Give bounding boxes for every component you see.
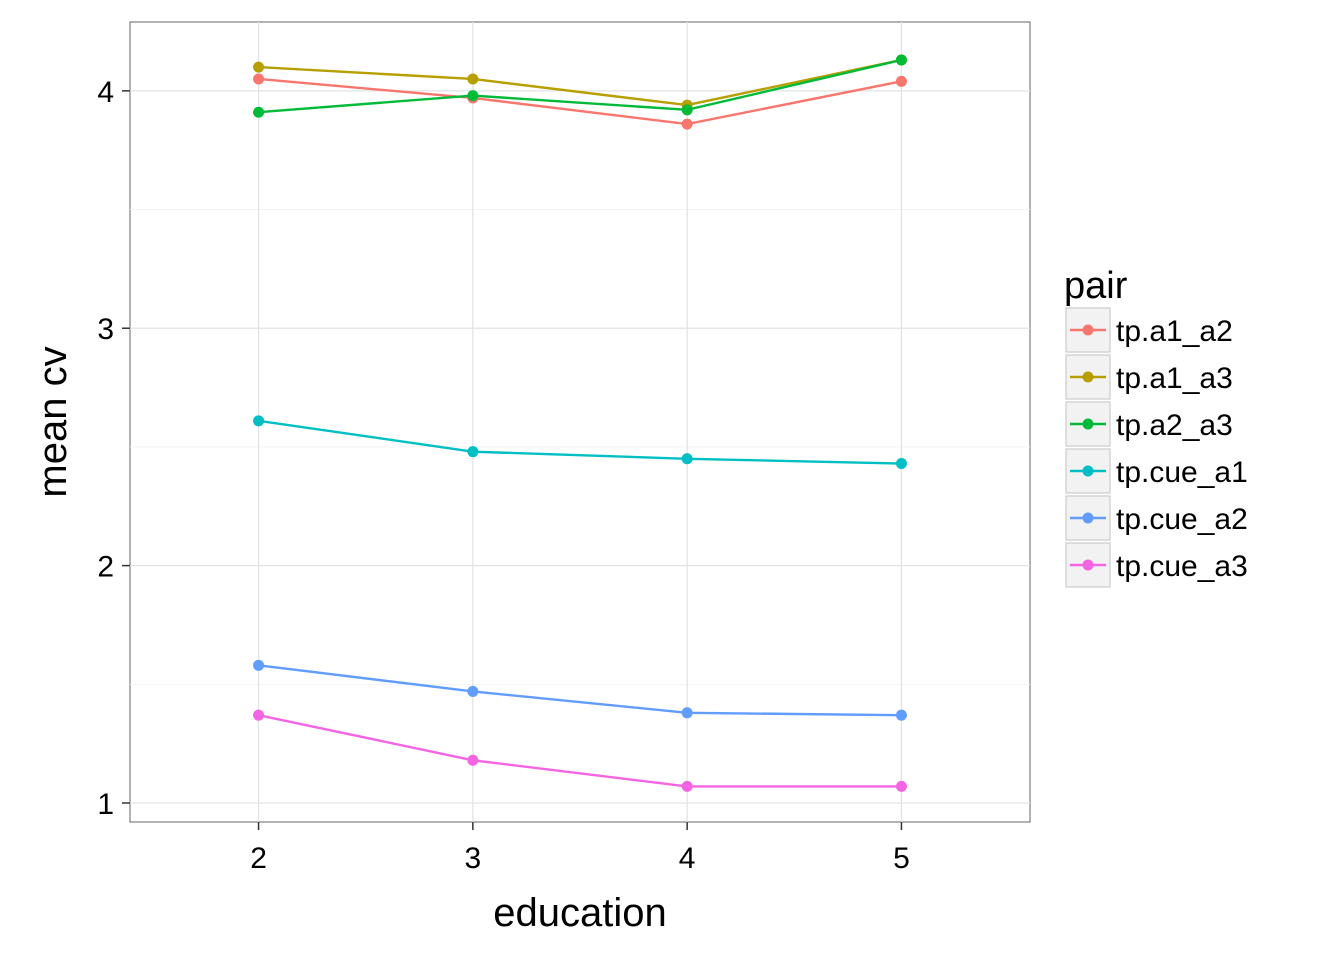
legend: pair tp.a1_a2 tp.a1_a3 tp.a2_a3 tp.cue_a1tp…: [1064, 265, 1248, 588]
x-tick-label: 3: [465, 842, 482, 875]
data-point: [253, 659, 265, 671]
series-tp.a2_a3: [253, 54, 907, 118]
series-tp.cue_a3: [253, 709, 907, 792]
legend-item: tp.cue_a3: [1065, 542, 1248, 588]
legend-item: tp.cue_a1: [1065, 448, 1248, 494]
legend-item: tp.a1_a2: [1065, 307, 1233, 353]
data-point: [467, 754, 479, 766]
series-tp.cue_a1: [253, 415, 907, 470]
data-point: [253, 106, 265, 118]
data-point: [895, 780, 907, 792]
legend-key-point: [1082, 418, 1094, 430]
data-point: [681, 780, 693, 792]
legend-label: tp.a1_a2: [1116, 315, 1233, 348]
data-point: [895, 458, 907, 470]
data-point: [681, 707, 693, 719]
legend-label: tp.a1_a3: [1116, 362, 1233, 395]
x-tick-label: 4: [679, 842, 696, 875]
y-tick-label: 3: [97, 313, 114, 346]
data-point: [681, 104, 693, 116]
y-tick-label: 2: [97, 551, 114, 584]
series-line: [258, 664, 902, 717]
legend-item: tp.a1_a3: [1065, 354, 1233, 400]
data-point: [253, 73, 265, 85]
legend-key-point: [1082, 324, 1094, 336]
x-tick-label: 2: [250, 842, 267, 875]
legend-title: pair: [1064, 265, 1128, 307]
data-point: [467, 90, 479, 102]
y-tick-label: 4: [97, 76, 114, 109]
legend-label: tp.cue_a1: [1116, 456, 1248, 489]
legend-key-point: [1082, 465, 1094, 477]
data-point: [253, 709, 265, 721]
data-point: [467, 446, 479, 458]
y-axis-title: mean cv: [31, 346, 75, 497]
series-line: [258, 77, 902, 126]
data-point: [895, 75, 907, 87]
series-layer: [253, 54, 907, 792]
legend-key-point: [1082, 512, 1094, 524]
data-point: [681, 118, 693, 130]
series-line: [258, 714, 902, 788]
data-point: [895, 54, 907, 66]
legend-item: tp.cue_a2: [1065, 495, 1248, 541]
x-axis-title: education: [493, 891, 666, 935]
data-point: [253, 61, 265, 73]
plot-panel: [129, 21, 1031, 823]
legend-key-point: [1082, 559, 1094, 571]
legend-label: tp.a2_a3: [1116, 409, 1233, 442]
axes: 1 2 3 4 2 3 4 5: [97, 76, 909, 875]
data-point: [681, 453, 693, 465]
legend-item: tp.a2_a3: [1065, 401, 1233, 447]
y-tick-label: 1: [97, 788, 114, 821]
series-tp.cue_a2: [253, 659, 907, 721]
series-line: [258, 419, 902, 465]
data-point: [253, 415, 265, 427]
legend-label: tp.cue_a3: [1116, 550, 1248, 583]
series-line: [258, 58, 902, 107]
legend-label: tp.cue_a2: [1116, 503, 1248, 536]
grid-lines: [130, 22, 1030, 822]
legend-key-point: [1082, 371, 1094, 383]
data-point: [895, 709, 907, 721]
data-point: [467, 73, 479, 85]
x-tick-label: 5: [893, 842, 910, 875]
series-line: [258, 58, 902, 114]
data-point: [467, 685, 479, 697]
